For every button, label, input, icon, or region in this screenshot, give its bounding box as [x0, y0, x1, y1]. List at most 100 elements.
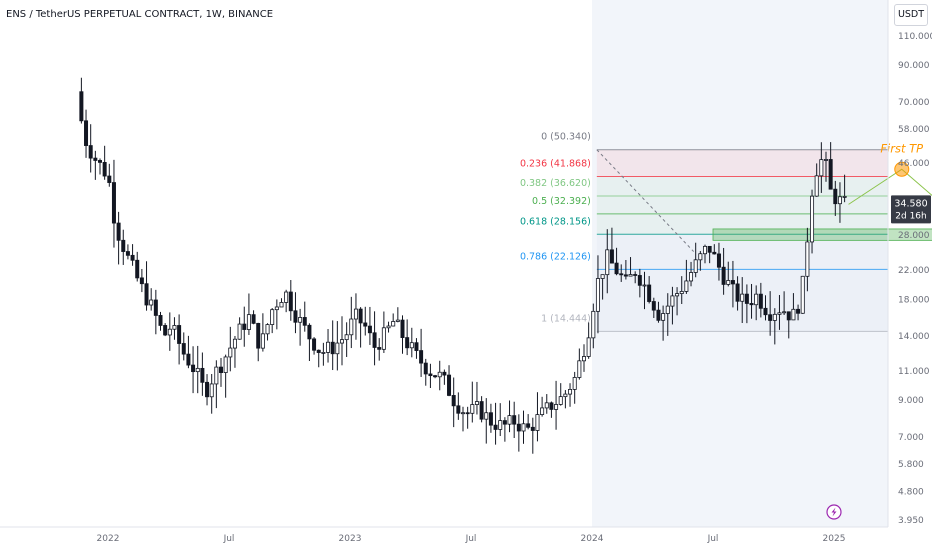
candle-body	[405, 337, 410, 349]
candle-body	[805, 241, 810, 277]
candle-body	[470, 404, 475, 414]
candle-body	[749, 303, 754, 306]
candle-body	[167, 328, 172, 336]
candle-body	[526, 423, 531, 428]
candle-body	[633, 274, 638, 276]
candle-body	[344, 334, 349, 341]
candle-body	[516, 423, 521, 432]
candle-body	[111, 182, 116, 224]
candle-body	[800, 275, 805, 314]
candle-body	[437, 371, 442, 378]
candle-body	[293, 310, 298, 323]
candle-body	[139, 277, 144, 285]
time-axis-tick-label: Jul	[707, 534, 719, 544]
candle-body	[447, 374, 452, 396]
candle-body	[823, 159, 828, 161]
candle-body	[698, 253, 703, 261]
candle-body	[130, 254, 135, 261]
price-axis-tick-label: 14.000	[898, 332, 930, 342]
lightning-bolt-icon	[831, 507, 837, 517]
candle-body	[307, 324, 312, 340]
candle-body	[302, 317, 307, 326]
candle-body	[451, 395, 456, 407]
demand-zone-box	[712, 228, 932, 241]
candle-body	[433, 375, 438, 378]
candle-body	[395, 319, 400, 322]
candle-body	[540, 407, 545, 415]
time-axis-tick-label: 2023	[339, 534, 362, 544]
candle-body	[665, 305, 670, 314]
currency-button[interactable]: USDT	[894, 4, 928, 26]
price-axis-tick-label: 7.000	[898, 433, 924, 443]
candle-body	[125, 251, 130, 256]
candle-body	[172, 325, 177, 330]
last-price-value: 34.580	[894, 198, 927, 209]
candle-body	[647, 284, 652, 302]
candle-body	[600, 274, 605, 279]
price-axis-tick-label: 28.000	[898, 231, 930, 241]
candle-body	[679, 291, 684, 294]
candle-body	[386, 325, 391, 329]
candle-body	[116, 222, 121, 241]
time-axis-tick-label: Jul	[465, 534, 477, 544]
candle-body	[288, 291, 293, 312]
candle-body	[707, 245, 712, 253]
candle-body	[572, 377, 577, 390]
candle-body	[358, 308, 363, 324]
candle-body	[712, 251, 717, 255]
candle-body	[218, 366, 223, 373]
candle-body	[568, 389, 573, 395]
candle-body	[563, 393, 568, 398]
first-tp-label: First TP	[880, 141, 923, 155]
candle-body	[758, 293, 763, 309]
candle-body	[549, 402, 554, 410]
candle-body	[209, 383, 214, 398]
candle-body	[335, 342, 340, 355]
fib-level-label-6: 1 (14.444)	[541, 313, 591, 324]
candle-body	[675, 293, 680, 297]
candle-body	[79, 91, 84, 122]
candle-body	[312, 338, 317, 351]
price-axis-tick-label: 9.000	[898, 396, 924, 406]
fib-level-label-3: 0.5 (32.392)	[532, 196, 591, 207]
candle-body	[544, 402, 549, 409]
candle-body	[284, 291, 289, 303]
candle-body	[377, 347, 382, 350]
candle-body	[349, 318, 354, 336]
candle-body	[656, 309, 661, 321]
candle-body	[586, 337, 591, 357]
candle-body	[372, 332, 377, 348]
candle-body	[456, 405, 461, 414]
candle-body	[265, 324, 270, 335]
candle-body	[628, 274, 633, 277]
candle-body	[693, 259, 698, 273]
candle-body	[651, 301, 656, 311]
candle-body	[228, 347, 233, 358]
candle-body	[530, 426, 535, 431]
candle-body	[205, 381, 210, 398]
candle-body	[735, 283, 740, 302]
candle-body	[479, 401, 484, 420]
candle-body	[740, 293, 745, 302]
fib-level-label-0: 0 (50.340)	[541, 132, 591, 143]
candle-body	[158, 315, 163, 326]
candle-body	[777, 312, 782, 315]
candle-body	[535, 414, 540, 431]
fib-level-label-1: 0.236 (41.868)	[520, 159, 591, 170]
price-axis-tick-label: 90.000	[898, 61, 930, 71]
time-axis-tick-label: Jul	[223, 534, 235, 544]
candle-body	[716, 253, 721, 268]
fib-level-label-4: 0.618 (28.156)	[520, 216, 591, 227]
candle-body	[819, 159, 824, 177]
candle-body	[391, 321, 396, 327]
candle-body	[246, 314, 251, 330]
candle-body	[191, 364, 196, 373]
price-axis-tick-label: 18.000	[898, 295, 930, 305]
candle-body	[828, 159, 833, 190]
candle-body	[558, 396, 563, 405]
candle-body	[97, 160, 102, 163]
fib-zone-0-0236	[596, 149, 888, 177]
candle-body	[153, 299, 158, 316]
candle-body	[786, 311, 791, 321]
